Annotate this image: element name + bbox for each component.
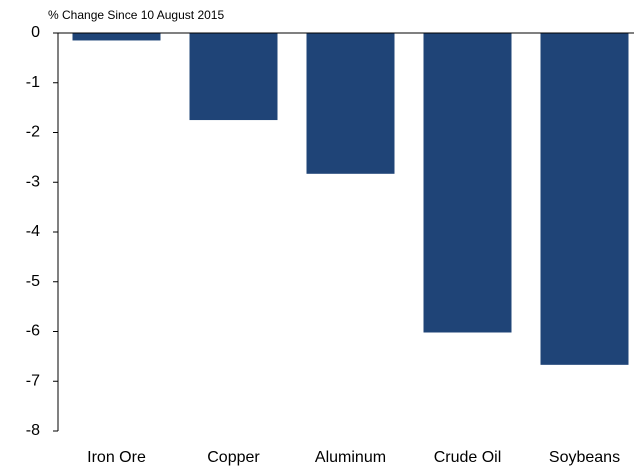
x-tick-label: Aluminum: [315, 449, 386, 466]
y-tick-label: -1: [26, 74, 40, 91]
x-tick-label: Copper: [207, 449, 260, 466]
x-tick-label: Iron Ore: [87, 449, 146, 466]
y-tick-label: -8: [26, 422, 40, 439]
chart-title: % Change Since 10 August 2015: [48, 8, 224, 22]
y-tick-label: -4: [26, 223, 40, 240]
x-tick-label: Soybeans: [549, 449, 620, 466]
bar: [540, 33, 629, 365]
bar: [72, 33, 161, 41]
y-tick-label: -6: [26, 323, 40, 340]
y-tick-label: -5: [26, 273, 40, 290]
bar: [306, 33, 395, 174]
bar: [189, 33, 278, 121]
y-tick-label: 0: [31, 24, 40, 41]
y-tick-label: -7: [26, 372, 40, 389]
y-tick-label: -3: [26, 173, 40, 190]
y-tick-label: -2: [26, 124, 40, 141]
bar: [423, 33, 512, 333]
x-tick-label: Crude Oil: [434, 449, 502, 466]
